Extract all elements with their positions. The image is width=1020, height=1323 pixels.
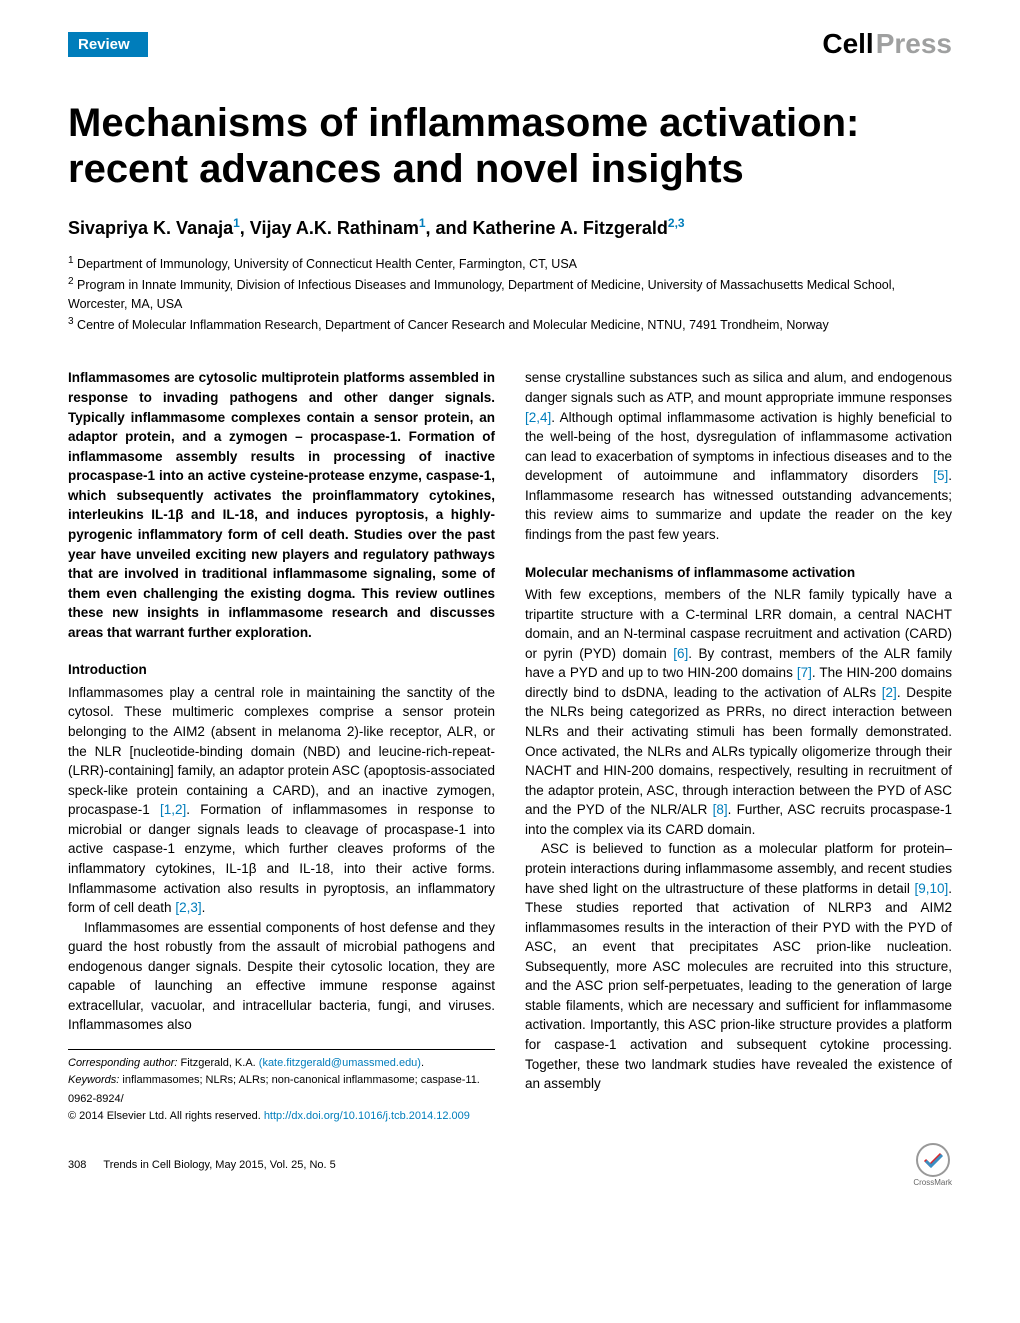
header-row: Review CellPress [68,0,952,60]
authors-line: Sivapriya K. Vanaja1, Vijay A.K. Rathina… [68,216,952,239]
issn-line: 0962-8924/ [68,1091,495,1108]
author-3-sup: 2,3 [668,216,685,230]
r-p3b: . These studies reported that activation… [525,881,952,1092]
footnote-block: Corresponding author: Fitzgerald, K.A. (… [68,1049,495,1124]
intro-para-2: Inflammasomes are essential components o… [68,918,495,1035]
corr-label: Corresponding author: [68,1057,181,1069]
r-p1a: sense crystalline substances such as sil… [525,370,952,405]
ref-9-10[interactable]: [9,10] [914,881,948,896]
author-1-sup: 1 [233,216,240,230]
corr-name: Fitzgerald, K.A. [181,1057,259,1069]
corr-author-line: Corresponding author: Fitzgerald, K.A. (… [68,1055,495,1072]
r-p3a: ASC is believed to function as a molecul… [525,841,952,895]
logo-part2: Press [876,28,952,60]
affil-2-text: Program in Innate Immunity, Division of … [68,278,895,311]
ref-8[interactable]: [8] [713,802,728,817]
ref-7[interactable]: [7] [797,665,812,680]
page: Review CellPress Mechanisms of inflammas… [0,0,1020,1227]
intro-p1b: . Formation of inflammasomes in response… [68,802,495,915]
doi-link[interactable]: http://dx.doi.org/10.1016/j.tcb.2014.12.… [264,1110,470,1122]
corr-email[interactable]: (kate.fitzgerald@umassmed.edu) [259,1057,421,1069]
crossmark-icon [915,1142,951,1178]
affil-3: 3 Centre of Molecular Inflammation Resea… [68,314,952,335]
review-tag: Review [68,32,148,57]
ref-2-3[interactable]: [2,3] [175,900,201,915]
affil-2: 2 Program in Innate Immunity, Division o… [68,274,952,314]
cellpress-logo: CellPress [822,28,952,60]
intro-p1a: Inflammasomes play a central role in mai… [68,685,495,817]
affil-1-text: Department of Immunology, University of … [74,257,577,271]
right-para-3: ASC is believed to function as a molecul… [525,839,952,1093]
page-number: 308 [68,1159,86,1171]
ref-1-2[interactable]: [1,2] [160,802,186,817]
crossmark-badge[interactable]: CrossMark [913,1142,952,1187]
intro-heading: Introduction [68,660,495,680]
intro-para-1: Inflammasomes play a central role in mai… [68,683,495,918]
author-2-sup: 1 [419,216,426,230]
ref-2-4[interactable]: [2,4] [525,410,551,425]
intro-p1c: . [202,900,206,915]
page-footer: 308 Trends in Cell Biology, May 2015, Vo… [68,1142,952,1187]
ref-6[interactable]: [6] [673,646,688,661]
article-title: Mechanisms of inflammasome activation: r… [68,100,952,192]
ref-2[interactable]: [2] [882,685,897,700]
footer-left: 308 Trends in Cell Biology, May 2015, Vo… [68,1159,336,1171]
right-column: sense crystalline substances such as sil… [525,368,952,1124]
copyright-line: © 2014 Elsevier Ltd. All rights reserved… [68,1108,495,1125]
kw-text: inflammasomes; NLRs; ALRs; non-canonical… [122,1074,479,1086]
journal-citation: Trends in Cell Biology, May 2015, Vol. 2… [103,1159,335,1171]
affil-3-text: Centre of Molecular Inflammation Researc… [74,318,829,332]
keywords-line: Keywords: inflammasomes; NLRs; ALRs; non… [68,1072,495,1089]
affil-1: 1 Department of Immunology, University o… [68,253,952,274]
copyright-text: © 2014 Elsevier Ltd. All rights reserved… [68,1110,264,1122]
left-column: Inflammasomes are cytosolic multiprotein… [68,368,495,1124]
affiliations: 1 Department of Immunology, University o… [68,253,952,334]
author-2: , Vijay A.K. Rathinam [240,218,419,238]
right-para-2: With few exceptions, members of the NLR … [525,585,952,839]
ref-5[interactable]: [5] [933,468,948,483]
r-p2d: . Despite the NLRs being categorized as … [525,685,952,817]
logo-part1: Cell [822,28,873,60]
r-p1b: . Although optimal inflammasome activati… [525,410,952,484]
author-3: , and Katherine A. Fitzgerald [426,218,668,238]
right-para-1: sense crystalline substances such as sil… [525,368,952,544]
mechanisms-heading: Molecular mechanisms of inflammasome act… [525,563,952,583]
crossmark-label: CrossMark [913,1178,952,1187]
author-1: Sivapriya K. Vanaja [68,218,233,238]
two-column-body: Inflammasomes are cytosolic multiprotein… [68,368,952,1124]
abstract: Inflammasomes are cytosolic multiprotein… [68,368,495,642]
kw-label: Keywords: [68,1074,122,1086]
